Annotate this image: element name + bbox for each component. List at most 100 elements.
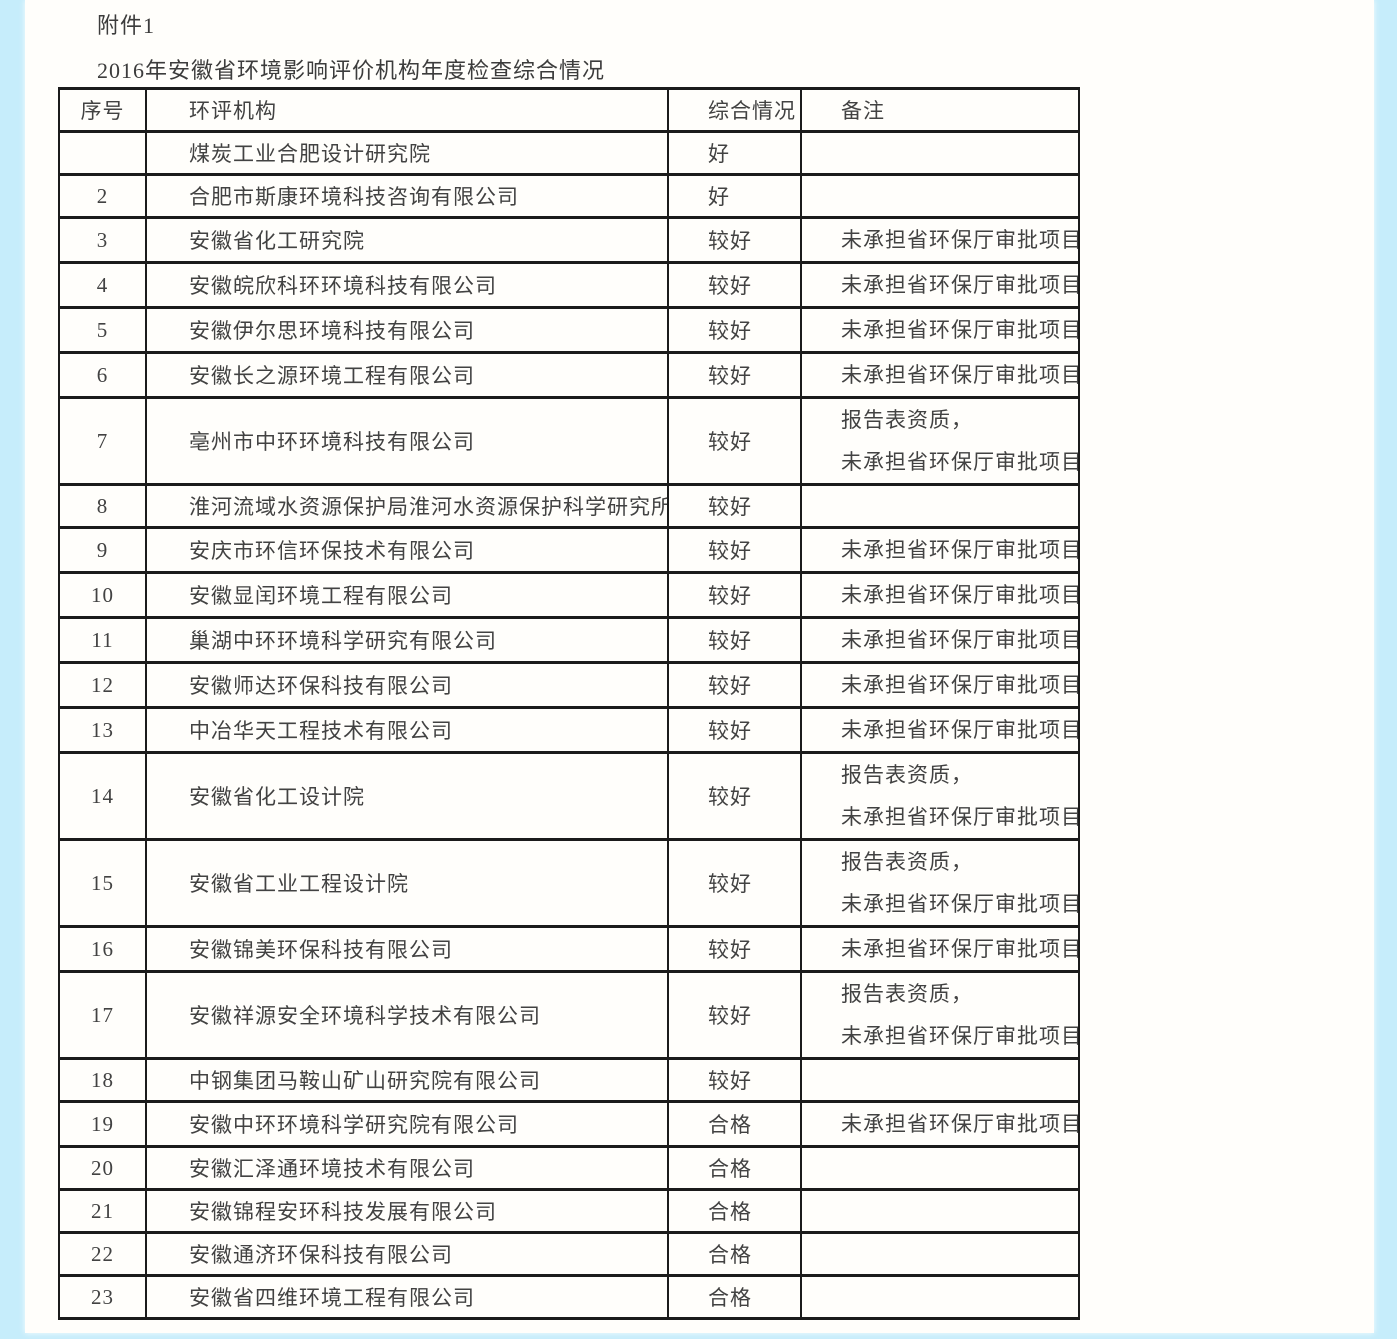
remark-cell: 报告表资质， 未承担省环保厅审批项目 [800,751,1080,841]
row-number-cell [58,130,147,176]
agency-name-cell: 安徽中环环境科学研究院有限公司 [145,1100,669,1148]
remark-cell: 未承担省环保厅审批项目 [800,661,1080,709]
remark-line-1: 未承担省环保厅审批项目 [841,228,1079,252]
status-cell: 较好 [667,396,802,486]
agency-name-cell: 巢湖中环环境科学研究有限公司 [145,616,669,664]
remark-cell: 未承担省环保厅审批项目 [800,351,1080,399]
agency-name-cell: 安徽伊尔思环境科技有限公司 [145,306,669,354]
remark-cell [800,1188,1080,1234]
row-number-cell: 22 [58,1231,147,1277]
remark-line-2: 未承担省环保厅审批项目 [841,1024,1079,1048]
remark-cell: 未承担省环保厅审批项目 [800,706,1080,754]
table-row: 8 淮河流域水资源保护局淮河水资源保护科学研究所 较好 [58,483,1080,529]
status-cell: 较好 [667,261,802,309]
status-cell: 较好 [667,483,802,529]
table-row: 12 安徽师达环保科技有限公司 较好 未承担省环保厅审批项目 [58,661,1080,709]
agency-name-cell: 合肥市斯康环境科技咨询有限公司 [145,173,669,219]
remark-cell: 报告表资质， 未承担省环保厅审批项目 [800,970,1080,1060]
table-row: 17 安徽祥源安全环境科学技术有限公司 较好 报告表资质， 未承担省环保厅审批项… [58,970,1080,1060]
row-number-cell: 7 [58,396,147,486]
row-number-cell: 23 [58,1274,147,1320]
row-number-cell: 17 [58,970,147,1060]
agency-name-cell: 安徽省化工设计院 [145,751,669,841]
row-number-cell: 12 [58,661,147,709]
status-cell: 好 [667,130,802,176]
agency-name-cell: 安徽省四维环境工程有限公司 [145,1274,669,1320]
agency-name-cell: 安徽省工业工程设计院 [145,838,669,928]
attachment-label: 附件1 [97,13,156,38]
remark-line-1: 报告表资质， [841,850,973,874]
remark-cell: 报告表资质， 未承担省环保厅审批项目 [800,396,1080,486]
status-cell: 较好 [667,526,802,574]
table-row: 5 安徽伊尔思环境科技有限公司 较好 未承担省环保厅审批项目 [58,306,1080,354]
agency-name-cell: 中钢集团马鞍山矿山研究院有限公司 [145,1057,669,1103]
table-row: 10 安徽显闰环境工程有限公司 较好 未承担省环保厅审批项目 [58,571,1080,619]
row-number-cell: 15 [58,838,147,928]
status-cell: 较好 [667,838,802,928]
row-number-cell: 18 [58,1057,147,1103]
status-cell: 较好 [667,970,802,1060]
agency-name-cell: 安徽通济环保科技有限公司 [145,1231,669,1277]
remark-cell: 未承担省环保厅审批项目 [800,526,1080,574]
agency-name-cell: 安徽省化工研究院 [145,216,669,264]
agency-name-cell: 淮河流域水资源保护局淮河水资源保护科学研究所 [145,483,669,529]
remark-line-1: 未承担省环保厅审批项目 [841,1112,1079,1136]
status-cell: 合格 [667,1188,802,1234]
remark-line-1: 报告表资质， [841,763,973,787]
remark-cell: 未承担省环保厅审批项目 [800,306,1080,354]
agency-name-cell: 煤炭工业合肥设计研究院 [145,130,669,176]
status-cell: 较好 [667,751,802,841]
table-row: 7 亳州市中环环境科技有限公司 较好 报告表资质， 未承担省环保厅审批项目 [58,396,1080,486]
remark-cell: 未承担省环保厅审批项目 [800,216,1080,264]
remark-cell: 未承担省环保厅审批项目 [800,616,1080,664]
table-row: 18 中钢集团马鞍山矿山研究院有限公司 较好 [58,1057,1080,1103]
remark-line-1: 未承担省环保厅审批项目 [841,318,1079,342]
status-cell: 较好 [667,1057,802,1103]
remark-line-1: 未承担省环保厅审批项目 [841,628,1079,652]
table-row: 23 安徽省四维环境工程有限公司 合格 [58,1274,1080,1320]
status-cell: 合格 [667,1274,802,1320]
table-body: 序号 环评机构 综合情况 备注 煤炭工业合肥设计研究院 好 2 合肥市斯康环境科… [58,87,1080,1320]
inspection-result-table: 序号 环评机构 综合情况 备注 煤炭工业合肥设计研究院 好 2 合肥市斯康环境科… [58,87,1080,1320]
status-cell: 较好 [667,616,802,664]
remark-cell [800,1057,1080,1103]
status-cell: 合格 [667,1100,802,1148]
row-number-cell: 8 [58,483,147,529]
page-title: 2016年安徽省环境影响评价机构年度检查综合情况 [97,58,606,83]
remark-line-1: 未承担省环保厅审批项目 [841,718,1079,742]
remark-line-1: 未承担省环保厅审批项目 [841,583,1079,607]
remark-cell: 报告表资质， 未承担省环保厅审批项目 [800,838,1080,928]
agency-name-cell: 安徽师达环保科技有限公司 [145,661,669,709]
remark-line-2: 未承担省环保厅审批项目 [841,892,1079,916]
row-number-cell: 2 [58,173,147,219]
status-cell: 合格 [667,1145,802,1191]
row-number-cell: 19 [58,1100,147,1148]
agency-name-cell: 安徽汇泽通环境技术有限公司 [145,1145,669,1191]
column-header-no: 序号 [58,87,147,133]
status-cell: 较好 [667,706,802,754]
remark-line-1: 报告表资质， [841,408,973,432]
agency-name-cell: 亳州市中环环境科技有限公司 [145,396,669,486]
row-number-cell: 14 [58,751,147,841]
remark-cell: 未承担省环保厅审批项目 [800,925,1080,973]
row-number-cell: 16 [58,925,147,973]
table-header-row: 序号 环评机构 综合情况 备注 [58,87,1080,133]
table-row: 2 合肥市斯康环境科技咨询有限公司 好 [58,173,1080,219]
remark-line-2: 未承担省环保厅审批项目 [841,450,1079,474]
status-cell: 较好 [667,925,802,973]
status-cell: 较好 [667,351,802,399]
row-number-cell: 4 [58,261,147,309]
agency-name-cell: 安徽显闰环境工程有限公司 [145,571,669,619]
row-number-cell: 11 [58,616,147,664]
table-row: 11 巢湖中环环境科学研究有限公司 较好 未承担省环保厅审批项目 [58,616,1080,664]
column-header-remark: 备注 [800,87,1080,133]
remark-line-1: 未承担省环保厅审批项目 [841,273,1079,297]
remark-cell: 未承担省环保厅审批项目 [800,1100,1080,1148]
table-row: 3 安徽省化工研究院 较好 未承担省环保厅审批项目 [58,216,1080,264]
table-row: 22 安徽通济环保科技有限公司 合格 [58,1231,1080,1277]
remark-cell [800,1231,1080,1277]
agency-name-cell: 安徽锦美环保科技有限公司 [145,925,669,973]
remark-cell [800,173,1080,219]
status-cell: 合格 [667,1231,802,1277]
row-number-cell: 10 [58,571,147,619]
